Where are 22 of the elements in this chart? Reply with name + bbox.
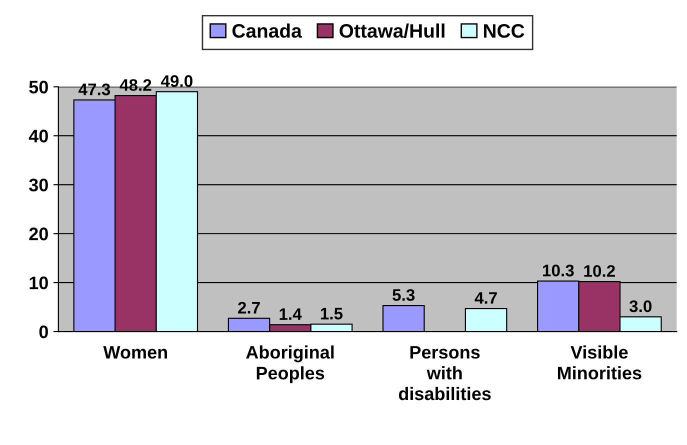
y-tick-label: 0 <box>39 325 48 338</box>
y-tick-label: 10 <box>30 276 48 290</box>
legend-label: Canada <box>232 24 302 38</box>
data-label: 10.2 <box>584 265 615 277</box>
x-tick-label: Persons with disabilities <box>398 346 491 400</box>
legend-label: Ottawa/Hull <box>340 24 444 38</box>
data-label: 10.3 <box>543 264 574 276</box>
data-label: 2.7 <box>238 302 260 314</box>
data-label: 3.0 <box>629 300 652 312</box>
legend-label: NCC <box>484 24 524 38</box>
data-label: 5.3 <box>392 289 415 301</box>
data-label: 49.0 <box>160 75 192 87</box>
data-label: 1.4 <box>280 308 302 320</box>
x-tick-label: Women <box>103 346 168 359</box>
x-tick-label: Visible Minorities <box>558 345 642 380</box>
y-tick-label: 30 <box>29 178 48 192</box>
data-label: 1.5 <box>320 308 343 320</box>
y-tick-label: 50 <box>29 80 48 94</box>
x-tick-label: Aboriginal Peoples <box>246 345 334 384</box>
y-tick-label: 40 <box>28 130 48 142</box>
y-tick-label: 20 <box>29 228 48 240</box>
data-label: 4.7 <box>474 292 497 304</box>
